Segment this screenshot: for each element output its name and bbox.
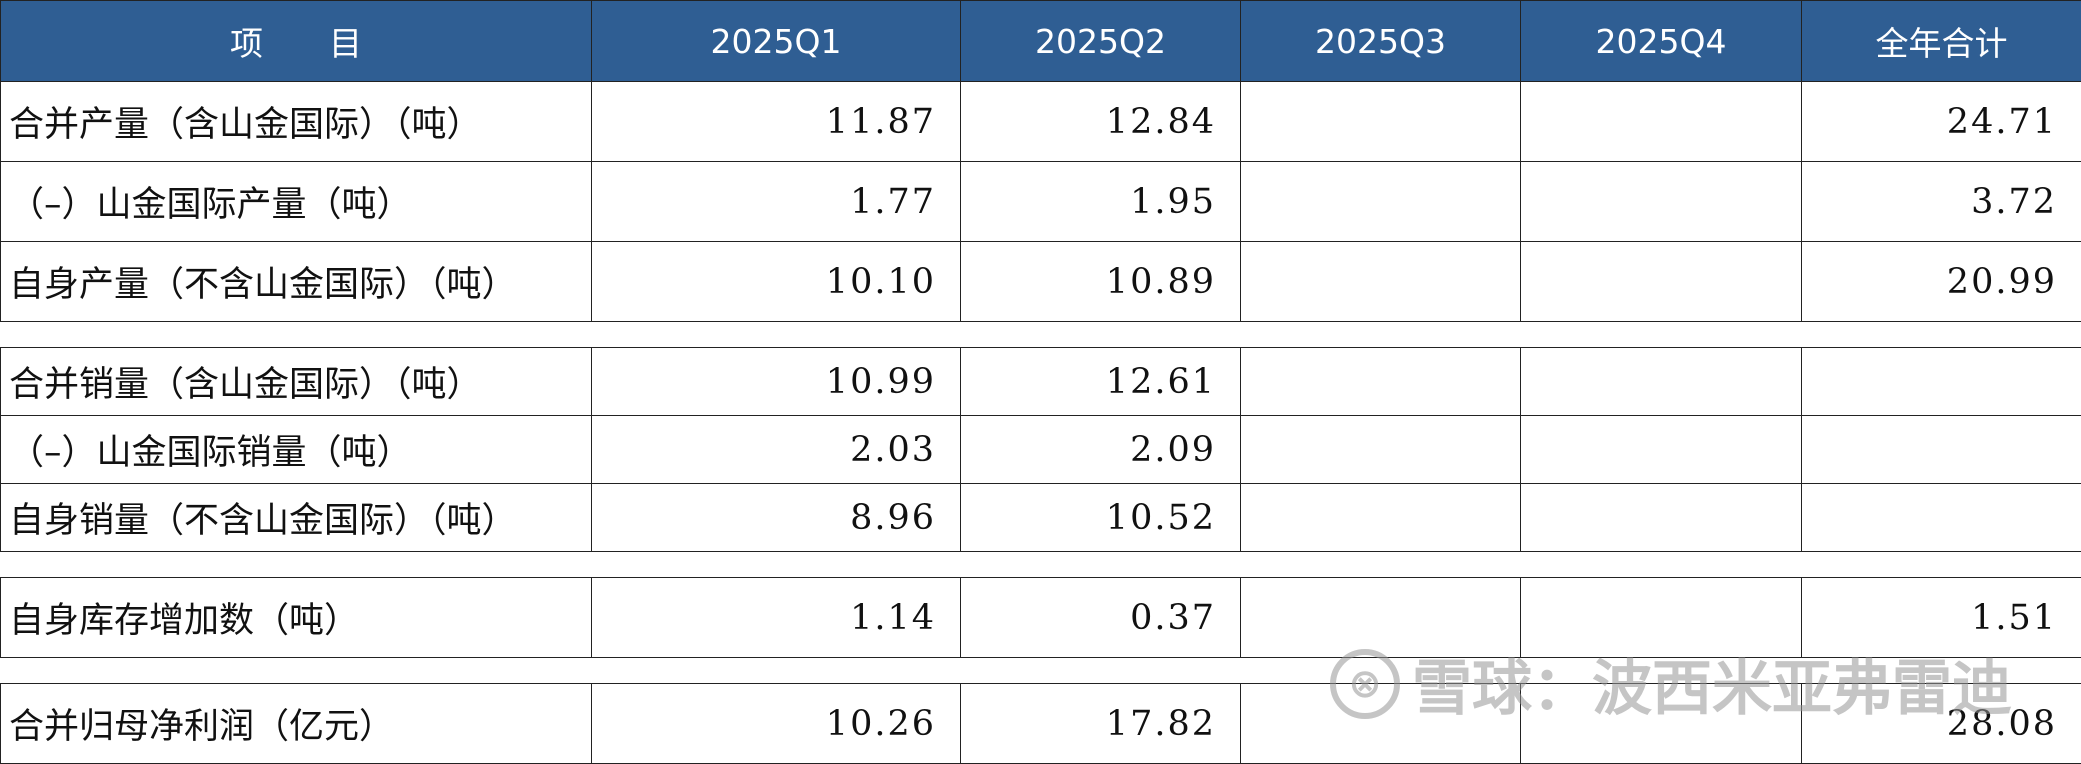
table-row: （–）山金国际销量（吨） 2.03 2.09 — [1, 416, 2081, 484]
table-row: 合并归母净利润（亿元） 10.26 17.82 28.08 — [1, 684, 2081, 764]
cell-q3 — [1241, 416, 1521, 484]
cell-q4 — [1521, 82, 1802, 162]
cell-q2: 0.37 — [961, 578, 1241, 658]
cell-q4 — [1521, 242, 1802, 322]
cell-q2: 12.61 — [961, 348, 1241, 416]
cell-q3 — [1241, 684, 1521, 764]
cell-q2: 17.82 — [961, 684, 1241, 764]
cell-q4 — [1521, 578, 1802, 658]
spacer-row — [1, 322, 2081, 348]
spacer-cell — [1, 322, 2081, 348]
cell-total: 1.51 — [1802, 578, 2081, 658]
cell-q1: 10.10 — [592, 242, 961, 322]
header-row: 项 目 2025Q1 2025Q2 2025Q3 2025Q4 全年合计 — [1, 1, 2081, 82]
cell-total: 24.71 — [1802, 82, 2081, 162]
cell-q4 — [1521, 416, 1802, 484]
spacer-cell — [1, 658, 2081, 684]
row-label: 自身销量（不含山金国际）（吨） — [1, 484, 592, 552]
row-label: 合并销量（含山金国际）（吨） — [1, 348, 592, 416]
row-label: 合并产量（含山金国际）（吨） — [1, 82, 592, 162]
cell-q3 — [1241, 82, 1521, 162]
table-row: 自身库存增加数（吨） 1.14 0.37 1.51 — [1, 578, 2081, 658]
table-row: （–）山金国际产量（吨） 1.77 1.95 3.72 — [1, 162, 2081, 242]
cell-total: 28.08 — [1802, 684, 2081, 764]
cell-q4 — [1521, 162, 1802, 242]
cell-q2: 2.09 — [961, 416, 1241, 484]
cell-q1: 1.14 — [592, 578, 961, 658]
header-q2: 2025Q2 — [961, 1, 1241, 82]
cell-q3 — [1241, 578, 1521, 658]
cell-total: 3.72 — [1802, 162, 2081, 242]
header-q4: 2025Q4 — [1521, 1, 1802, 82]
cell-q1: 1.77 — [592, 162, 961, 242]
spacer-row — [1, 552, 2081, 578]
cell-total — [1802, 484, 2081, 552]
table-row: 自身产量（不含山金国际）（吨） 10.10 10.89 20.99 — [1, 242, 2081, 322]
cell-total — [1802, 416, 2081, 484]
cell-q2: 1.95 — [961, 162, 1241, 242]
row-label: （–）山金国际销量（吨） — [1, 416, 592, 484]
spacer-row — [1, 658, 2081, 684]
table-row: 自身销量（不含山金国际）（吨） 8.96 10.52 — [1, 484, 2081, 552]
cell-q3 — [1241, 348, 1521, 416]
cell-q1: 2.03 — [592, 416, 961, 484]
cell-total: 20.99 — [1802, 242, 2081, 322]
row-label: 自身库存增加数（吨） — [1, 578, 592, 658]
row-label: 自身产量（不含山金国际）（吨） — [1, 242, 592, 322]
cell-q3 — [1241, 242, 1521, 322]
cell-q1: 10.26 — [592, 684, 961, 764]
cell-total — [1802, 348, 2081, 416]
header-item: 项 目 — [1, 1, 592, 82]
table-row: 合并销量（含山金国际）（吨） 10.99 12.61 — [1, 348, 2081, 416]
row-label: 合并归母净利润（亿元） — [1, 684, 592, 764]
cell-q4 — [1521, 484, 1802, 552]
spacer-cell — [1, 552, 2081, 578]
cell-q1: 10.99 — [592, 348, 961, 416]
table-row: 合并产量（含山金国际）（吨） 11.87 12.84 24.71 — [1, 82, 2081, 162]
cell-q2: 10.89 — [961, 242, 1241, 322]
cell-q3 — [1241, 484, 1521, 552]
row-label: （–）山金国际产量（吨） — [1, 162, 592, 242]
cell-q4 — [1521, 348, 1802, 416]
cell-q3 — [1241, 162, 1521, 242]
cell-q4 — [1521, 684, 1802, 764]
cell-q1: 11.87 — [592, 82, 961, 162]
cell-q1: 8.96 — [592, 484, 961, 552]
header-q1: 2025Q1 — [592, 1, 961, 82]
cell-q2: 12.84 — [961, 82, 1241, 162]
cell-q2: 10.52 — [961, 484, 1241, 552]
header-q3: 2025Q3 — [1241, 1, 1521, 82]
header-total: 全年合计 — [1802, 1, 2081, 82]
